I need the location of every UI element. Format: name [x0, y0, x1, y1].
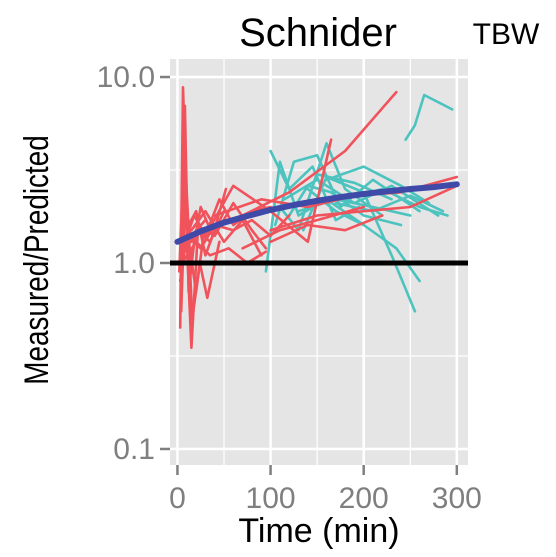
x-tick-label: 200	[339, 482, 389, 515]
facet-label: TBW	[473, 18, 540, 51]
x-tick-label: 300	[432, 482, 482, 515]
series-line-group-b	[273, 153, 421, 227]
series-line-group-a	[190, 209, 263, 257]
x-tick-label: 100	[246, 482, 296, 515]
y-tick-label: 10.0	[97, 61, 155, 94]
series-line-group-b	[404, 93, 454, 141]
y-axis: 0.1 1.0 10.0	[97, 61, 170, 466]
chart-title: Schnider	[239, 11, 397, 55]
x-tick-label: 0	[169, 482, 186, 515]
y-axis-title: Measured/Predicted	[17, 135, 55, 384]
y-tick-label: 1.0	[113, 247, 155, 280]
series-line-group-a	[269, 184, 459, 232]
series-line-group-b	[325, 165, 431, 205]
series-line-group-a	[269, 214, 384, 244]
series-line-group-a	[241, 205, 366, 250]
series-line-group-a	[180, 198, 221, 321]
series-line-group-b	[334, 194, 445, 213]
y-tick-label: 0.1	[113, 433, 155, 466]
x-axis: 0 100 200 300	[169, 465, 482, 515]
x-axis-title: Time (min)	[238, 512, 399, 550]
trend-line-group	[174, 181, 460, 245]
trend-line	[174, 181, 460, 245]
